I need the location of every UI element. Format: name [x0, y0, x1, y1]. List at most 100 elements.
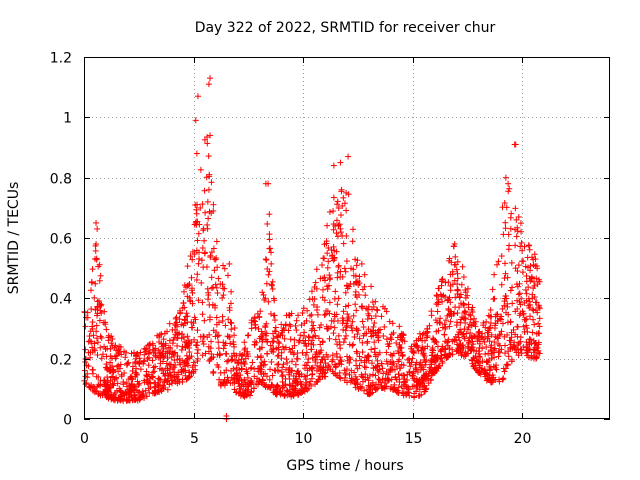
data-point	[175, 376, 182, 383]
data-point	[94, 312, 101, 319]
data-point	[208, 274, 215, 281]
data-point	[531, 293, 538, 300]
data-point	[264, 350, 271, 357]
data-point	[465, 345, 472, 352]
data-point	[279, 385, 286, 392]
data-point	[104, 374, 111, 381]
data-point	[533, 262, 540, 269]
data-point	[210, 369, 217, 376]
data-point	[509, 284, 516, 291]
data-point	[349, 327, 356, 334]
data-point	[336, 221, 343, 228]
data-point	[361, 283, 368, 290]
data-point	[177, 361, 184, 368]
data-point	[429, 356, 436, 363]
data-point	[480, 336, 487, 343]
data-point	[201, 136, 208, 143]
data-point	[501, 275, 508, 282]
data-point	[341, 335, 348, 342]
data-point	[518, 228, 525, 235]
data-point	[286, 346, 293, 353]
data-point	[517, 243, 524, 250]
data-point	[96, 317, 103, 324]
data-point	[315, 376, 322, 383]
data-point	[84, 374, 91, 381]
data-point	[341, 200, 348, 207]
data-point	[502, 225, 509, 232]
data-point	[246, 392, 253, 399]
data-point	[517, 220, 524, 227]
data-point	[464, 343, 471, 350]
data-point	[194, 350, 201, 357]
data-point	[534, 309, 541, 316]
data-point	[110, 366, 117, 373]
data-point	[82, 323, 89, 330]
data-point	[365, 377, 372, 384]
data-point	[157, 376, 164, 383]
data-point	[512, 205, 519, 212]
data-point	[142, 348, 149, 355]
data-point	[339, 273, 346, 280]
data-point	[471, 355, 478, 362]
data-point	[495, 340, 502, 347]
data-point	[529, 306, 536, 313]
data-point	[292, 361, 299, 368]
data-point	[261, 296, 268, 303]
data-point	[336, 374, 343, 381]
data-point	[387, 367, 394, 374]
data-point	[347, 356, 354, 363]
data-point	[144, 376, 151, 383]
data-point	[337, 375, 344, 382]
data-point	[257, 368, 264, 375]
data-point	[387, 334, 394, 341]
data-point	[496, 332, 503, 339]
data-point	[452, 253, 459, 260]
data-point	[318, 364, 325, 371]
data-point	[462, 286, 469, 293]
data-point	[411, 390, 418, 397]
data-point	[205, 81, 212, 88]
data-point	[109, 373, 116, 380]
data-point	[421, 337, 428, 344]
data-point	[324, 286, 331, 293]
data-point	[402, 379, 409, 386]
data-point	[217, 351, 224, 358]
data-point	[352, 301, 359, 308]
data-point	[97, 272, 104, 279]
grid-lines	[84, 57, 610, 419]
data-point	[318, 370, 325, 377]
data-point	[475, 369, 482, 376]
data-point	[269, 382, 276, 389]
data-point	[272, 367, 279, 374]
y-tick-label: 1	[63, 111, 72, 127]
data-point	[270, 349, 277, 356]
data-point	[199, 201, 206, 208]
x-tick-label: 0	[80, 431, 89, 447]
data-point	[374, 334, 381, 341]
data-point	[228, 288, 235, 295]
data-point	[188, 369, 195, 376]
data-point	[447, 287, 454, 294]
data-point	[373, 306, 380, 313]
data-point	[514, 297, 521, 304]
data-point	[333, 230, 340, 237]
data-point	[354, 331, 361, 338]
data-point	[522, 263, 529, 270]
data-point	[419, 331, 426, 338]
data-point	[184, 263, 191, 270]
data-point	[535, 341, 542, 348]
data-point	[343, 207, 350, 214]
data-point	[188, 274, 195, 281]
data-point	[278, 349, 285, 356]
data-point	[308, 318, 315, 325]
data-point	[121, 392, 128, 399]
data-point	[194, 237, 201, 244]
data-point	[224, 374, 231, 381]
data-point	[89, 266, 96, 273]
data-point	[261, 381, 268, 388]
data-point	[332, 288, 339, 295]
data-point	[282, 344, 289, 351]
data-point	[160, 384, 167, 391]
data-point	[368, 346, 375, 353]
data-point	[255, 381, 262, 388]
